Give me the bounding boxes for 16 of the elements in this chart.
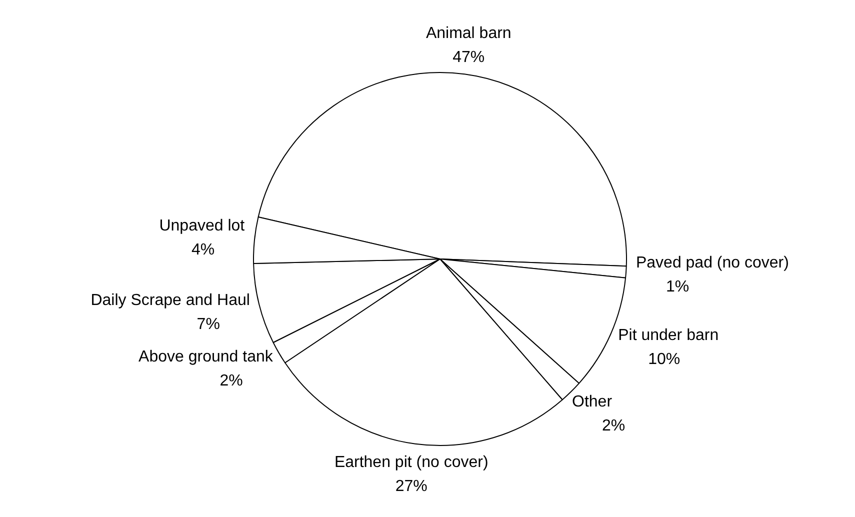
data-label: 2% <box>602 418 626 435</box>
slice-label: Paved pad (no cover) <box>636 254 789 272</box>
data-label: 2% <box>220 372 243 390</box>
slice-label: Above ground tank <box>138 348 274 366</box>
data-label: 4% <box>191 242 215 259</box>
slice-label: Unpaved lot <box>159 218 246 235</box>
slice-label: Animal barn <box>426 24 512 42</box>
slice-label: Daily Scrape and Haul <box>90 292 250 309</box>
data-label: 10% <box>648 350 680 368</box>
slice-label: Pit under barn <box>618 326 719 344</box>
data-label: 1% <box>666 278 690 296</box>
slice-label: Other <box>572 394 613 411</box>
data-label: 47% <box>452 48 485 66</box>
data-label: 27% <box>395 478 428 496</box>
slice-label: Earthen pit (no cover) <box>334 454 488 472</box>
data-label: 7% <box>196 316 220 333</box>
